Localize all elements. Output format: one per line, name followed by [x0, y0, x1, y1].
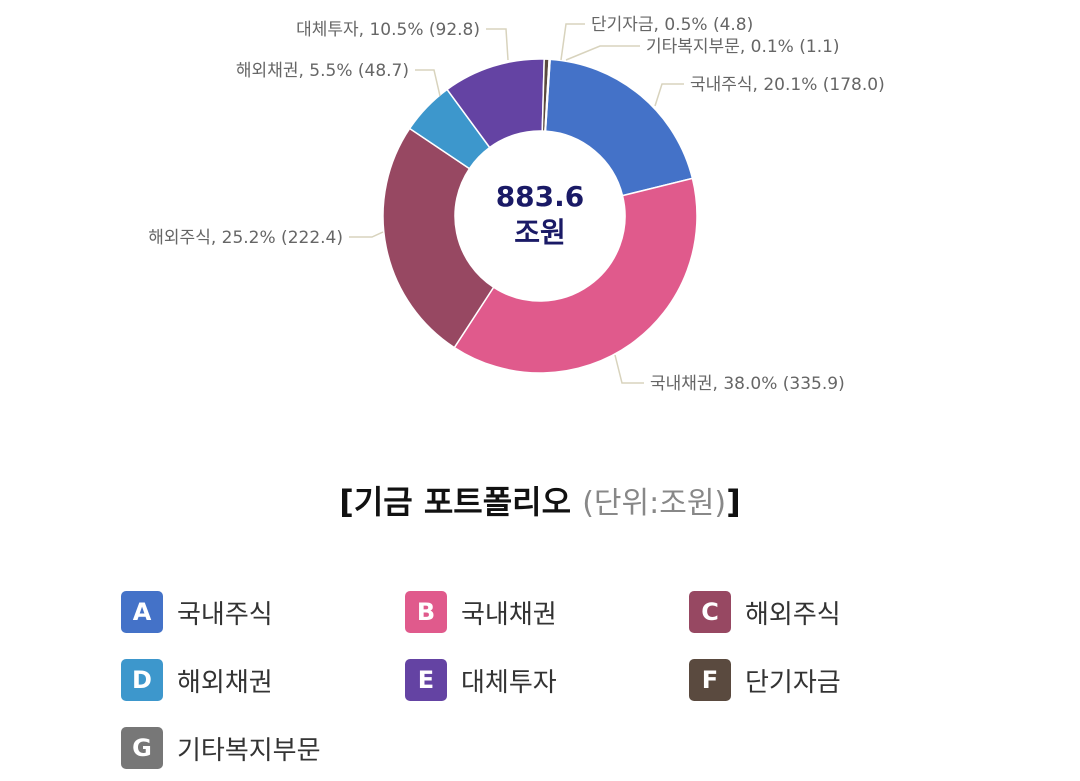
slice-label-7: 기타복지부문, 0.1% (1.1)	[646, 37, 840, 57]
donut-slice-1	[544, 58, 694, 197]
legend-item-g: G 기타복지부문	[121, 727, 321, 769]
slice-labels: 국내주식, 20.1% (178.0) 국내채권, 38.0% (335.9) 해외…	[148, 15, 884, 394]
legend-label: 국내주식	[177, 599, 273, 630]
donut-slice-2	[453, 177, 698, 374]
legend-badge: B	[405, 591, 447, 633]
leader-line-3	[349, 231, 384, 238]
legend-badge: C	[689, 591, 731, 633]
center-total-value: 883.6	[496, 180, 585, 213]
center-total-unit: 조원	[514, 216, 566, 249]
slice-label-1: 국내주식, 20.1% (178.0)	[690, 75, 885, 95]
legend-badge: F	[689, 659, 731, 701]
slice-label-3: 해외주식, 25.2% (222.4)	[148, 228, 343, 248]
legend-label: 국내채권	[461, 599, 557, 630]
legend-label: 대체투자	[461, 667, 557, 698]
slice-label-2: 국내채권, 38.0% (335.9)	[650, 374, 845, 394]
leader-line-5	[486, 28, 509, 61]
legend-item-e: E 대체투자	[405, 659, 557, 701]
legend-badge: G	[121, 727, 163, 769]
legend-label: 해외채권	[177, 667, 273, 698]
leader-line-4	[415, 69, 441, 97]
legend-item-d: D 해외채권	[121, 659, 273, 701]
legend-item-a: A 국내주식	[121, 591, 273, 633]
donut-chart: 국내주식, 20.1% (178.0) 국내채권, 38.0% (335.9) 해외…	[148, 15, 884, 394]
leader-line-6	[560, 23, 585, 61]
chart-title-text: 기금 포트폴리오	[353, 483, 572, 521]
donut-slice-3	[382, 127, 495, 349]
legend-item-c: C 해외주식	[689, 591, 841, 633]
chart-title-unit: (단위:조원)	[582, 486, 727, 521]
slice-label-6: 단기자금, 0.5% (4.8)	[591, 15, 753, 35]
legend-label: 기타복지부문	[177, 735, 321, 766]
legend-label: 단기자금	[745, 667, 841, 698]
legend-label: 해외주식	[745, 599, 841, 630]
slice-label-5: 대체투자, 10.5% (92.8)	[296, 20, 480, 40]
legend-item-b: B 국내채권	[405, 591, 557, 633]
legend-badge: D	[121, 659, 163, 701]
chart-title: [기금 포트폴리오 (단위:조원)]	[339, 483, 741, 521]
legend-item-f: F 단기자금	[689, 659, 841, 701]
legend-badge: E	[405, 659, 447, 701]
leader-line-1	[654, 83, 684, 107]
slice-label-4: 해외채권, 5.5% (48.7)	[236, 61, 409, 81]
leader-lines	[349, 23, 684, 384]
donut-slices	[382, 58, 698, 374]
legend-badge: A	[121, 591, 163, 633]
donut-slice-7	[544, 58, 551, 132]
leader-line-7	[565, 45, 640, 61]
leader-line-2	[614, 354, 644, 384]
